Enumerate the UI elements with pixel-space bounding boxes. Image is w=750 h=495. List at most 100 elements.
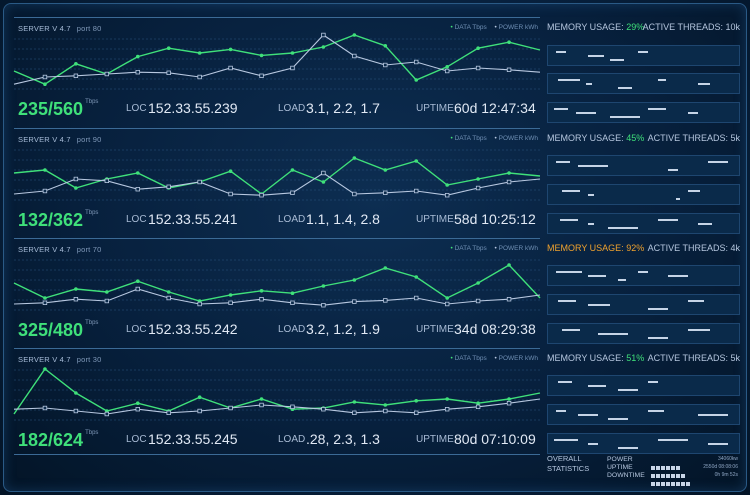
power-point	[475, 298, 481, 304]
power-point	[506, 179, 512, 185]
data-point	[476, 46, 480, 50]
data-point	[352, 156, 357, 160]
data-point	[259, 289, 264, 293]
data-point	[228, 169, 233, 173]
memory-segment	[698, 223, 712, 225]
legend-power: POWER kWh	[498, 135, 538, 142]
memory-usage-value: 51%	[626, 353, 645, 363]
legend-data: DATA Tbps	[454, 24, 487, 31]
power-point	[414, 295, 419, 301]
memory-segment	[556, 161, 570, 163]
memory-segment	[658, 439, 688, 441]
stats-uptime-blocks	[651, 465, 686, 483]
power-point	[506, 401, 512, 406]
memory-segment	[562, 329, 580, 331]
throughput-unit: Tbps	[85, 430, 99, 436]
power-point	[444, 193, 450, 198]
power-point	[135, 187, 140, 192]
memory-segment	[586, 83, 592, 85]
power-series-line	[13, 398, 541, 415]
memory-header: MEMORY USAGE: 29% ACTIVE THREADS: 10k	[547, 22, 740, 32]
memory-bar	[547, 323, 740, 344]
server-title: SERVER V 4.7 port 90	[18, 135, 101, 144]
uptime-value: 80d 07:10:09	[454, 431, 536, 447]
power-point	[104, 178, 110, 183]
data-point	[414, 159, 419, 163]
power-point	[383, 190, 388, 195]
power-point	[42, 300, 48, 305]
panel-divider	[14, 128, 540, 129]
legend-power: POWER kWh	[498, 245, 538, 252]
power-point	[135, 407, 140, 412]
memory-usage-value: 29%	[626, 22, 645, 32]
power-point	[42, 405, 48, 411]
server-title: SERVER V 4.7 port 30	[18, 355, 101, 364]
data-point	[445, 183, 449, 187]
memory-segment	[588, 304, 610, 306]
power-point	[228, 65, 233, 71]
power-point	[166, 295, 171, 301]
active-threads: ACTIVE THREADS: 10k	[643, 22, 740, 32]
data-point	[321, 284, 326, 288]
stats-uptime-label: UPTIME	[607, 464, 633, 471]
memory-panel: MEMORY USAGE: 92% ACTIVE THREADS: 4k	[547, 239, 740, 349]
memory-bar	[547, 294, 740, 315]
stats-downtime-blocks	[651, 473, 691, 491]
memory-usage-label: MEMORY USAGE:	[547, 22, 624, 32]
data-point	[135, 279, 140, 283]
power-point	[135, 70, 140, 75]
data-point	[383, 403, 388, 407]
active-threads-value: 4k	[730, 243, 740, 253]
memory-panel: MEMORY USAGE: 51% ACTIVE THREADS: 5k	[547, 349, 740, 459]
memory-segment	[598, 333, 628, 335]
power-point	[321, 32, 326, 38]
data-series-line	[13, 34, 541, 85]
legend-power-dot: •	[494, 135, 497, 142]
memory-segment	[618, 279, 626, 281]
load-label: LOAD	[278, 434, 306, 445]
load-value: 1.1, 1.4, 2.8	[306, 211, 380, 227]
data-point	[476, 281, 480, 285]
data-point	[105, 290, 109, 294]
throughput-unit: Tbps	[85, 210, 99, 216]
stats-uptime-value: 2550d 08:08:06	[703, 464, 738, 470]
data-point	[445, 397, 449, 401]
memory-segment	[668, 275, 688, 277]
memory-segment	[668, 169, 678, 171]
data-point	[166, 290, 171, 294]
data-point	[352, 278, 357, 282]
legend-power: POWER kWh	[498, 355, 538, 362]
active-threads: ACTIVE THREADS: 5k	[648, 353, 740, 363]
memory-segment	[688, 190, 700, 192]
memory-usage-label: MEMORY USAGE:	[547, 353, 624, 363]
server-name: SERVER V 4.7	[18, 355, 71, 364]
memory-segment	[648, 337, 668, 339]
memory-segment	[618, 87, 632, 89]
active-threads-label: ACTIVE THREADS:	[647, 243, 728, 253]
uptime-value: 58d 10:25:12	[454, 211, 536, 227]
active-threads-label: ACTIVE THREADS:	[647, 353, 728, 363]
power-series-line	[13, 288, 541, 306]
power-point	[259, 73, 264, 78]
data-point	[290, 51, 295, 55]
chart-legend: • DATA Tbps • POWER kWh	[450, 355, 538, 362]
power-point	[444, 407, 450, 412]
power-point	[259, 193, 264, 198]
legend-power-dot: •	[494, 245, 497, 252]
power-point	[259, 402, 264, 408]
memory-segment	[556, 51, 566, 53]
legend-data: DATA Tbps	[454, 355, 487, 362]
data-point	[383, 168, 388, 172]
power-point	[197, 408, 202, 414]
server-title: SERVER V 4.7 port 80	[18, 24, 101, 33]
power-point	[475, 404, 481, 409]
server-name: SERVER V 4.7	[18, 245, 71, 254]
data-point	[197, 395, 202, 399]
server-line-chart	[13, 259, 541, 311]
data-point	[135, 54, 140, 59]
data-point	[383, 44, 388, 48]
memory-segment	[698, 83, 710, 85]
data-point	[166, 46, 171, 50]
memory-segment	[558, 79, 580, 81]
power-point	[104, 71, 110, 77]
